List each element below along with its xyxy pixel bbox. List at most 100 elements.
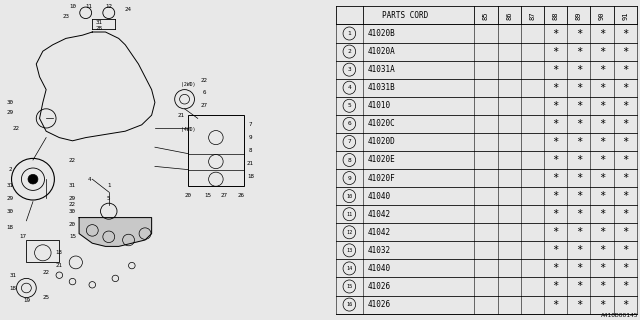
Text: 41042: 41042	[367, 228, 390, 237]
Text: *: *	[622, 47, 628, 57]
Text: *: *	[622, 119, 628, 129]
Text: 12: 12	[346, 230, 353, 235]
Text: *: *	[552, 191, 559, 201]
Circle shape	[28, 174, 38, 184]
Text: *: *	[599, 300, 605, 309]
Text: *: *	[599, 245, 605, 255]
Text: 5: 5	[107, 196, 111, 201]
Text: 4: 4	[348, 85, 351, 90]
Text: *: *	[552, 137, 559, 147]
Text: 41020B: 41020B	[367, 29, 396, 38]
Text: *: *	[622, 173, 628, 183]
Text: *: *	[622, 191, 628, 201]
Text: 31: 31	[95, 20, 102, 25]
Text: *: *	[576, 245, 582, 255]
Text: *: *	[576, 263, 582, 273]
Text: 31: 31	[6, 183, 13, 188]
Text: 9: 9	[348, 176, 351, 180]
Text: 2: 2	[8, 167, 12, 172]
Text: *: *	[576, 65, 582, 75]
Text: *: *	[576, 209, 582, 219]
Text: 41032: 41032	[367, 246, 390, 255]
Text: 8: 8	[348, 157, 351, 163]
Text: 22: 22	[69, 202, 76, 207]
Text: 30: 30	[6, 209, 13, 214]
Text: 11: 11	[86, 4, 93, 9]
Text: *: *	[576, 119, 582, 129]
Text: 30: 30	[69, 209, 76, 214]
Text: *: *	[599, 209, 605, 219]
Text: 31: 31	[69, 183, 76, 188]
Text: 25: 25	[43, 295, 50, 300]
Text: 7: 7	[348, 140, 351, 144]
Text: 13: 13	[56, 250, 63, 255]
Bar	[26, 240, 60, 262]
Text: *: *	[576, 155, 582, 165]
Text: 41026: 41026	[367, 282, 390, 291]
Text: *: *	[622, 263, 628, 273]
Text: 21: 21	[247, 161, 254, 166]
Text: *: *	[552, 28, 559, 38]
Text: 41031B: 41031B	[367, 83, 396, 92]
Text: *: *	[552, 101, 559, 111]
Text: 41020E: 41020E	[367, 156, 396, 164]
Text: 22: 22	[13, 125, 20, 131]
Text: *: *	[599, 173, 605, 183]
Text: (2WD): (2WD)	[181, 82, 196, 87]
Text: *: *	[599, 83, 605, 93]
Text: 27: 27	[201, 103, 208, 108]
Text: *: *	[622, 83, 628, 93]
Text: 86: 86	[506, 11, 512, 20]
Text: 91: 91	[622, 11, 628, 20]
Text: 15: 15	[204, 193, 211, 198]
Text: *: *	[622, 300, 628, 309]
Text: *: *	[576, 300, 582, 309]
Text: *: *	[599, 282, 605, 292]
Text: 41031A: 41031A	[367, 65, 396, 74]
Text: 10: 10	[69, 4, 76, 9]
Text: 10: 10	[346, 194, 353, 199]
Text: 12: 12	[105, 4, 112, 9]
Text: 17: 17	[20, 234, 27, 239]
Text: 90: 90	[599, 11, 605, 20]
Text: 22: 22	[69, 157, 76, 163]
Text: 87: 87	[529, 11, 536, 20]
Text: 18: 18	[6, 225, 13, 230]
Text: 6: 6	[203, 90, 206, 95]
Text: *: *	[552, 47, 559, 57]
Text: *: *	[622, 28, 628, 38]
Text: 41042: 41042	[367, 210, 390, 219]
Text: 11: 11	[346, 212, 353, 217]
Text: *: *	[552, 282, 559, 292]
Text: *: *	[599, 101, 605, 111]
Text: 1: 1	[107, 183, 111, 188]
Text: *: *	[576, 101, 582, 111]
Text: 41026: 41026	[367, 300, 390, 309]
Text: 18: 18	[247, 173, 254, 179]
Text: *: *	[622, 65, 628, 75]
Text: 7: 7	[249, 122, 252, 127]
Text: *: *	[552, 209, 559, 219]
Text: 31: 31	[10, 273, 17, 278]
Text: 21: 21	[56, 263, 63, 268]
Text: *: *	[576, 173, 582, 183]
Text: *: *	[576, 282, 582, 292]
Text: 16: 16	[346, 302, 353, 307]
Text: *: *	[576, 47, 582, 57]
Text: *: *	[552, 263, 559, 273]
Text: 41020A: 41020A	[367, 47, 396, 56]
Text: 41040: 41040	[367, 192, 390, 201]
Polygon shape	[79, 218, 152, 246]
Text: *: *	[552, 300, 559, 309]
Text: *: *	[599, 191, 605, 201]
Text: *: *	[622, 137, 628, 147]
Text: 29: 29	[69, 196, 76, 201]
Text: 24: 24	[125, 7, 132, 12]
Text: 4: 4	[87, 177, 91, 182]
Text: 23: 23	[63, 13, 69, 19]
Text: 88: 88	[552, 11, 559, 20]
Text: 21: 21	[178, 113, 185, 118]
Text: PARTS CORD: PARTS CORD	[382, 11, 428, 20]
Text: 22: 22	[43, 269, 50, 275]
Text: 13: 13	[346, 248, 353, 253]
